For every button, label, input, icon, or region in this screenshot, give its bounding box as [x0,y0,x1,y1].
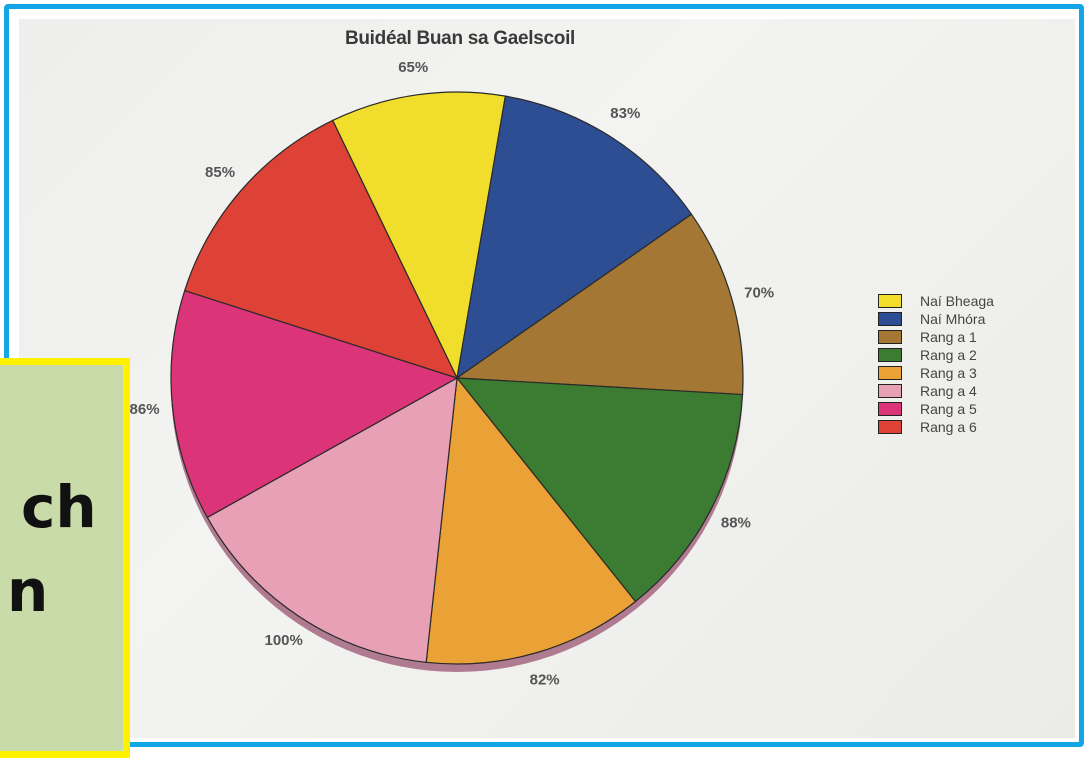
pie-slice-5 [425,376,637,665]
legend-swatch-1 [878,294,902,308]
chart-legend: Naí Bheaga Naí Mhóra Rang a 1 Rang a 2 Rang … [878,292,994,436]
pie-label-1: 65% [398,59,428,76]
legend-item-5: Rang a 3 [878,364,994,382]
pie-label-8: 85% [205,164,235,181]
overlay-text-box: ch n [0,358,130,758]
legend-label-1: Naí Bheaga [920,293,994,309]
overlay-text-line-1: ch [21,473,97,541]
legend-swatch-8 [878,420,902,434]
legend-swatch-4 [878,348,902,362]
legend-swatch-6 [878,384,902,398]
pie-slice-4 [455,377,744,603]
legend-label-5: Rang a 3 [920,365,977,381]
legend-item-8: Rang a 6 [878,418,994,436]
pie-slice-7 [170,289,459,519]
pie-slice-2 [456,95,693,380]
pie-slice-3 [455,213,744,396]
legend-label-3: Rang a 1 [920,329,977,345]
chart-title: Buidéal Buan sa Gaelscoil [344,28,576,49]
pie-label-3: 70% [744,285,774,302]
pie-label-6: 100% [264,632,302,649]
pie-slice-6 [206,376,458,663]
legend-item-4: Rang a 2 [878,346,994,364]
legend-item-7: Rang a 5 [878,400,994,418]
pie-slice-1 [331,91,507,380]
pie-label-2: 83% [610,105,640,122]
pie-slice-8 [183,119,459,379]
legend-swatch-3 [878,330,902,344]
legend-item-1: Naí Bheaga [878,292,994,310]
legend-item-6: Rang a 4 [878,382,994,400]
legend-swatch-2 [878,312,902,326]
legend-label-7: Rang a 5 [920,401,977,417]
legend-label-8: Rang a 6 [920,419,977,435]
pie-label-4: 88% [721,514,751,531]
overlay-text-line-2: n [7,557,49,625]
legend-label-4: Rang a 2 [920,347,977,363]
legend-label-2: Naí Mhóra [920,311,986,327]
legend-label-6: Rang a 4 [920,383,977,399]
pie-label-5: 82% [530,672,560,689]
legend-item-3: Rang a 1 [878,328,994,346]
legend-swatch-7 [878,402,902,416]
legend-swatch-5 [878,366,902,380]
pie-label-7: 86% [130,401,160,418]
legend-item-2: Naí Mhóra [878,310,994,328]
